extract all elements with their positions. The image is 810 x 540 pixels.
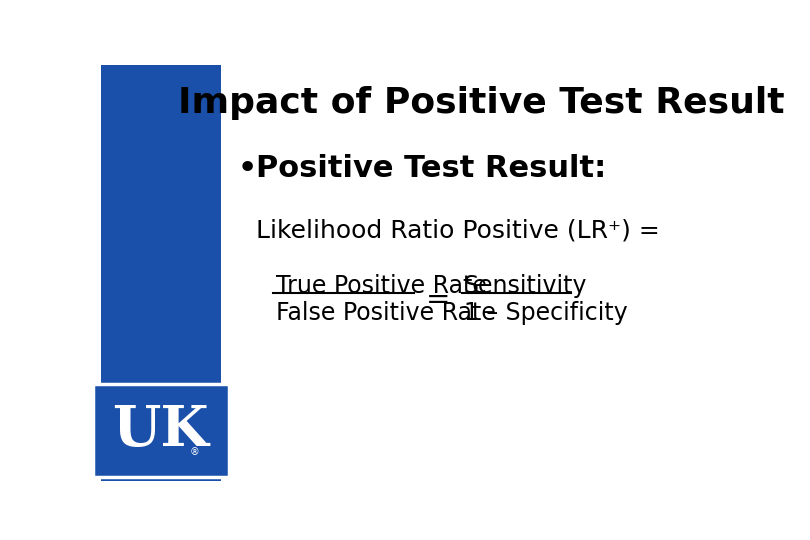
- Text: Sensitivity: Sensitivity: [464, 274, 587, 298]
- Text: Likelihood Ratio Positive (LR⁺) =: Likelihood Ratio Positive (LR⁺) =: [256, 218, 668, 242]
- Text: UK: UK: [113, 403, 209, 458]
- Text: 1 – Specificity: 1 – Specificity: [464, 301, 628, 325]
- Text: Positive Test Result:: Positive Test Result:: [256, 154, 607, 183]
- Text: True Positive Rate: True Positive Rate: [275, 274, 487, 298]
- Text: =: =: [426, 286, 450, 314]
- Text: ®: ®: [190, 447, 199, 457]
- Text: •: •: [237, 152, 258, 186]
- Text: False Positive Rate: False Positive Rate: [275, 301, 496, 325]
- Bar: [101, 65, 221, 481]
- Text: Impact of Positive Test Result: Impact of Positive Test Result: [177, 86, 784, 120]
